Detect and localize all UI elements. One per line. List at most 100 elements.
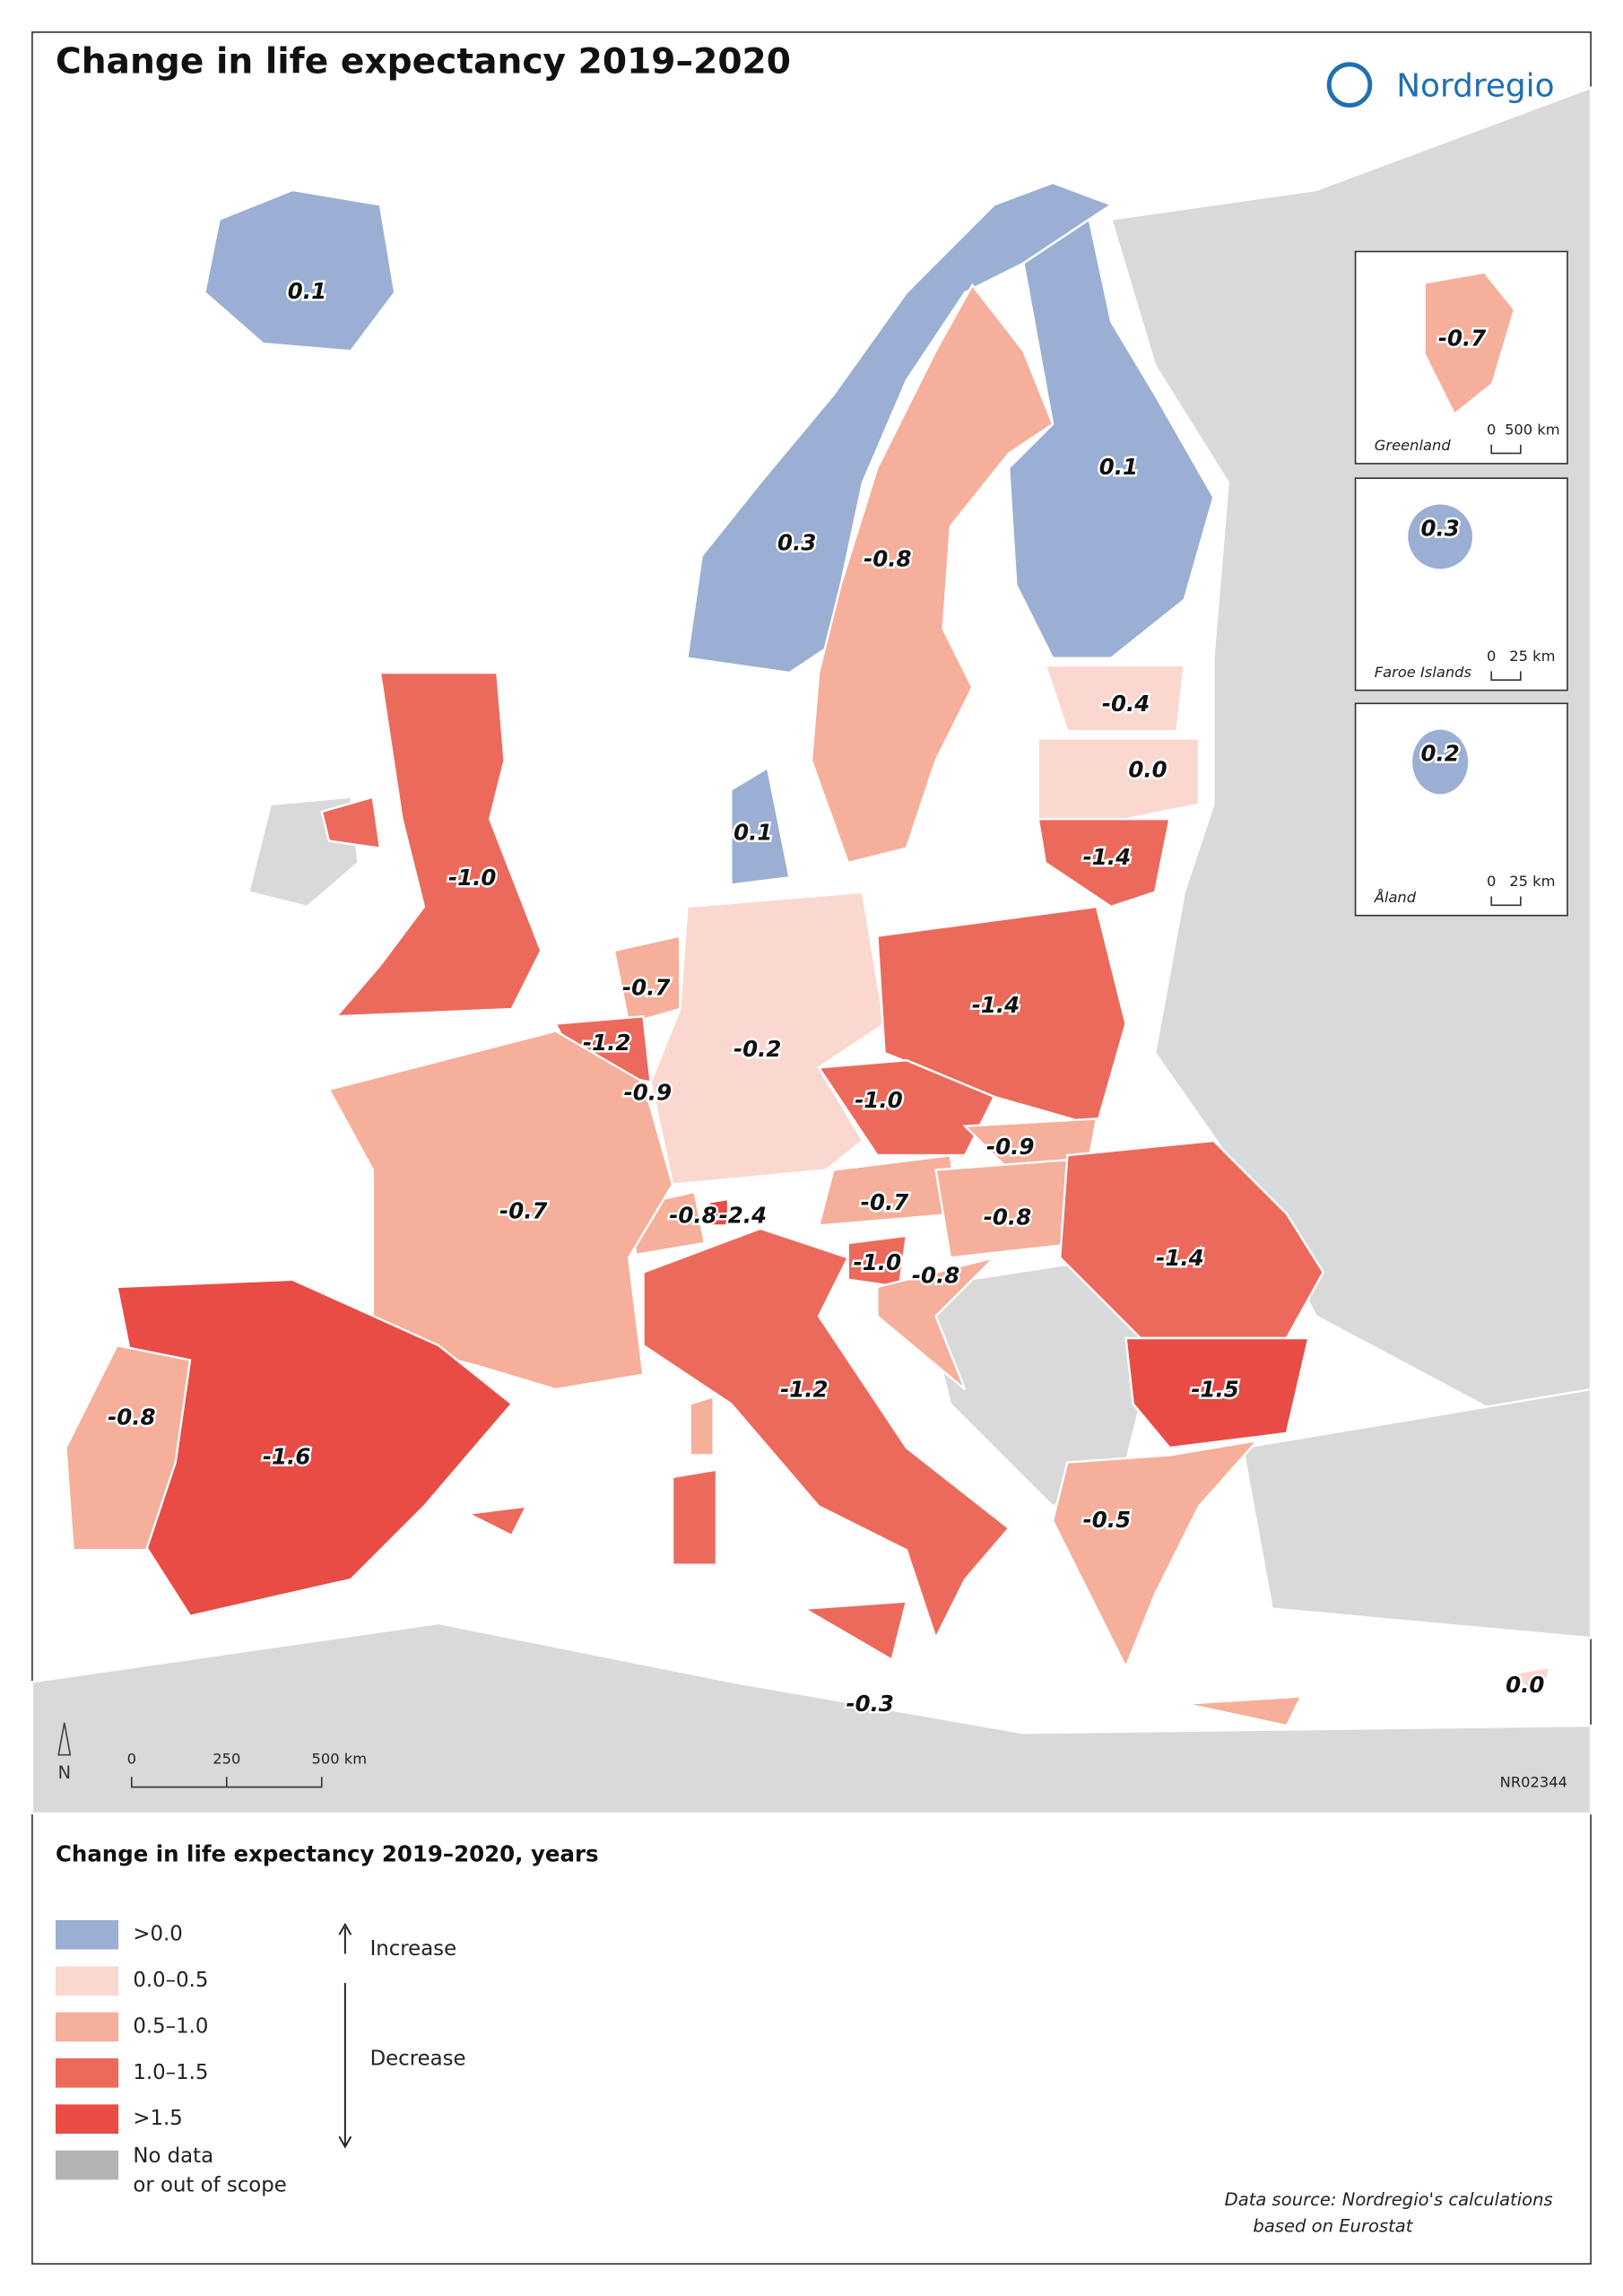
map-labels: 0.1 0.3 -0.8 0.1 -0.4 0.0 -1.4 0.1 -1.0 -0.7 -1.2 -… <box>106 276 1547 1719</box>
inset-scale-label: 25 km <box>1509 648 1555 665</box>
region <box>649 891 886 1187</box>
region-label: -0.9 <box>986 1134 1034 1160</box>
map <box>30 86 1593 1815</box>
region <box>65 1344 192 1552</box>
legend-title: Change in life expectancy 2019–2020, yea… <box>56 1841 599 1867</box>
region-label: -1.5 <box>1191 1377 1238 1403</box>
title: Change in life expectancy 2019–2020 <box>56 42 791 83</box>
inset-label: 0.3 <box>1420 515 1459 541</box>
region-label: 0.0 <box>1506 1672 1544 1698</box>
legend-swatch <box>55 2150 119 2180</box>
out-of-scope <box>30 1622 1593 1815</box>
inset-label: 0.2 <box>1420 740 1459 766</box>
inset-scale-label: 0 <box>1487 873 1496 890</box>
region <box>464 1504 529 1537</box>
region-label: 0.3 <box>777 530 816 556</box>
region <box>203 188 396 352</box>
logo: Nordregio <box>1396 68 1554 105</box>
region <box>689 1395 715 1457</box>
region <box>1007 217 1215 659</box>
legend-label: >1.5 <box>133 2107 182 2130</box>
north-label: N <box>57 1762 71 1783</box>
inset-land <box>1425 273 1514 413</box>
inset-label: -0.7 <box>1438 325 1486 351</box>
region <box>876 1256 998 1390</box>
region <box>810 283 1055 865</box>
legend-swatch <box>55 2012 119 2042</box>
region <box>1037 737 1201 821</box>
region <box>800 1600 908 1662</box>
region-label: -1.4 <box>972 992 1020 1018</box>
region <box>1503 1665 1552 1699</box>
region <box>1037 817 1171 909</box>
region <box>1051 1439 1261 1670</box>
inset-land <box>1412 729 1469 795</box>
region-label: -0.7 <box>622 974 670 1000</box>
scale-label: 0 <box>127 1750 136 1767</box>
region-label: -1.0 <box>855 1087 902 1113</box>
region-label: -0.7 <box>861 1189 908 1215</box>
scale-label: 500 km <box>312 1750 368 1767</box>
legend-label: or out of scope <box>133 2173 286 2196</box>
inset-scale <box>1490 896 1522 907</box>
inset-name: Greenland <box>1375 437 1452 454</box>
region-label: -1.0 <box>854 1249 901 1275</box>
out-of-scope <box>1241 1387 1593 1639</box>
region-label: -1.6 <box>263 1444 310 1470</box>
legend-label: >0.0 <box>133 1923 182 1946</box>
legend-increase: Increase <box>370 1937 457 1961</box>
region-label: 0.1 <box>733 819 772 845</box>
region-label: 0.1 <box>288 278 326 304</box>
region <box>642 1227 1011 1641</box>
region-label: -0.3 <box>846 1691 894 1717</box>
region-label: -1.2 <box>583 1030 630 1056</box>
legend-swatch <box>55 2058 119 2088</box>
region <box>320 796 382 850</box>
legend-arrows <box>338 1922 352 2149</box>
region-label: -0.8 <box>984 1204 1031 1230</box>
region <box>730 766 791 886</box>
legend-swatch <box>55 2104 119 2135</box>
region-label: -1.0 <box>448 865 496 891</box>
inset-scale-label: 0 <box>1487 421 1496 438</box>
inset-frame <box>1354 702 1568 917</box>
region <box>1184 1695 1304 1727</box>
inset-scale-label: 25 km <box>1509 873 1555 890</box>
region <box>1044 664 1186 733</box>
region <box>334 671 542 1018</box>
region-label: -0.5 <box>1083 1507 1131 1533</box>
region-label: -0.9 <box>624 1080 672 1106</box>
legend-swatch <box>55 1919 119 1950</box>
region <box>1058 1139 1325 1340</box>
region-label: -1.2 <box>780 1377 828 1403</box>
region-label: -1.4 <box>1083 844 1131 870</box>
region-label: -0.8 <box>669 1203 716 1229</box>
region-label: -0.4 <box>1102 691 1150 717</box>
region-label: -2.4 <box>719 1203 767 1229</box>
region <box>327 1030 674 1391</box>
legend-label: 0.0–0.5 <box>133 1969 208 1992</box>
region-label: 0.0 <box>1128 756 1167 782</box>
source: based on Eurostat <box>1253 2215 1413 2236</box>
region-label: -0.8 <box>108 1405 155 1431</box>
inset-name: Faroe Islands <box>1375 664 1472 681</box>
inset-scale-label: 500 km <box>1505 421 1560 438</box>
legend-swatch <box>55 1966 119 1996</box>
legend-label: No data <box>133 2144 213 2168</box>
inset-land <box>1408 504 1473 570</box>
legend-label: 1.0–1.5 <box>133 2061 208 2084</box>
region <box>1124 1336 1310 1449</box>
region-label: -0.8 <box>864 546 911 572</box>
north-arrow <box>57 1722 72 1756</box>
legend-decrease: Decrease <box>370 2047 466 2070</box>
region-label: -1.4 <box>1156 1245 1203 1271</box>
insets: -0.7 Greenland 0 500 km 0.3 Faroe Islands 0 25 … <box>1354 250 1568 917</box>
logo-mark <box>1326 62 1373 108</box>
legend: >0.0 0.0–0.5 0.5–1.0 1.0–1.5 >1.5 No data or o… <box>55 1919 287 2196</box>
scale-label: 250 <box>213 1750 240 1767</box>
inset-name: Åland <box>1374 889 1417 906</box>
region <box>876 905 1127 1128</box>
map-code: NR02344 <box>1500 1774 1567 1791</box>
inset-scale <box>1490 444 1522 455</box>
